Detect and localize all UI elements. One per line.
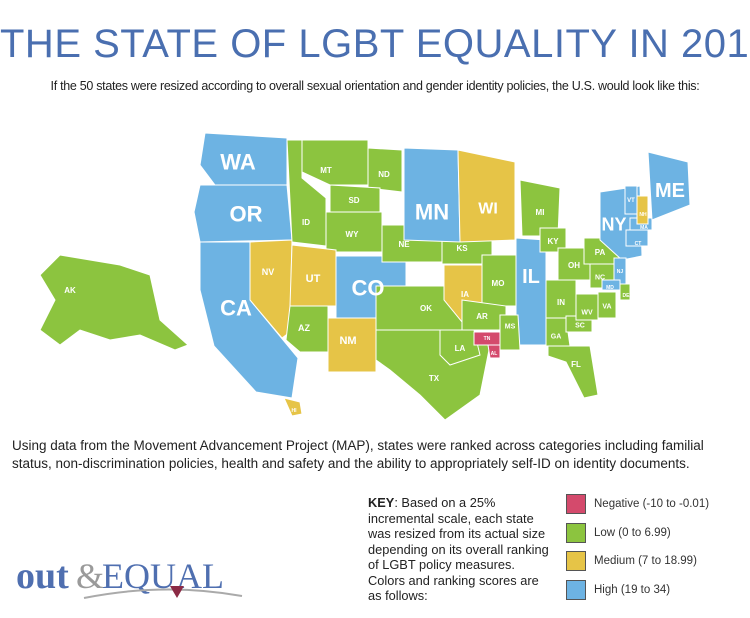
state-label-nj: NJ	[617, 269, 624, 275]
svg-text:out: out	[16, 555, 69, 597]
legend-swatch	[566, 551, 586, 571]
state-label-sc: SC	[575, 322, 585, 329]
state-nm	[327, 317, 377, 373]
state-label-ms: MS	[505, 323, 516, 330]
state-label-me: ME	[655, 180, 685, 202]
state-de	[619, 283, 631, 301]
legend-swatch	[566, 522, 586, 543]
state-label-md: MD	[606, 285, 614, 291]
page-title: THE STATE OF LGBT EQUALITY IN 2016	[0, 22, 750, 66]
state-label-ar: AR	[476, 312, 488, 321]
legend-swatch	[566, 579, 586, 600]
state-la	[439, 329, 481, 366]
svg-text:&: &	[76, 556, 104, 596]
state-al	[487, 344, 501, 359]
state-label-ks: KS	[456, 244, 468, 253]
legend-swatch	[566, 494, 586, 514]
state-wv	[575, 293, 599, 321]
out-and-equal-logo: out & EQUAL	[16, 555, 243, 599]
state-label-va: VA	[602, 303, 611, 310]
state-label-mt: MT	[320, 166, 332, 175]
description: Using data from the Movement Advancement…	[12, 438, 704, 471]
state-ak	[39, 254, 189, 351]
state-label-mi: MI	[536, 208, 545, 217]
state-label-wa: WA	[220, 150, 256, 175]
key-explanation: KEY: Based on a 25% incremental scale, e…	[368, 495, 554, 604]
us-resized-map: WA OR CA NV ID MT ND SD WY UT AZ CO NM NE KS OK TX MN IA MO…	[39, 132, 691, 421]
state-mt	[301, 139, 369, 186]
state-label-al: AL	[491, 351, 498, 357]
subtitle: If the 50 states were resized according …	[50, 79, 700, 93]
state-label-ne: NE	[398, 240, 410, 249]
legend-item-low: Low (0 to 6.99)	[566, 522, 746, 543]
state-label-ca: CA	[220, 296, 252, 321]
state-label-de: DE	[623, 293, 631, 299]
state-label-nc: NC	[595, 274, 605, 281]
state-label-tn: TN	[484, 336, 491, 342]
legend-label: High (19 to 34)	[594, 583, 671, 596]
legend-label: Negative (-10 to -0.01)	[594, 498, 710, 510]
state-label-ky: KY	[547, 237, 559, 246]
state-label-fl: FL	[571, 360, 581, 369]
state-label-nh: NH	[639, 212, 647, 218]
state-label-id: ID	[302, 218, 310, 227]
state-label-ma: MA	[640, 225, 648, 231]
state-label-co: CO	[352, 276, 385, 301]
state-label-ak: AK	[64, 286, 76, 295]
state-label-ct: CT	[635, 241, 642, 247]
state-label-nm: NM	[339, 335, 356, 347]
state-label-tx: TX	[429, 374, 440, 383]
key-label: KEY	[368, 495, 395, 510]
state-label-wv: WV	[581, 309, 593, 316]
state-label-ny: NY	[601, 214, 626, 234]
state-label-wi: WI	[478, 201, 498, 218]
state-label-il: IL	[522, 266, 540, 288]
state-label-mo: MO	[492, 279, 505, 288]
state-wi	[457, 149, 516, 243]
state-ms	[499, 314, 521, 351]
state-label-ok: OK	[420, 304, 432, 313]
state-mn	[403, 147, 461, 243]
state-label-or: OR	[230, 202, 263, 227]
state-label-wy: WY	[346, 230, 360, 239]
state-label-vt: VT	[627, 198, 635, 204]
state-label-nv: NV	[262, 267, 275, 277]
state-label-sd: SD	[348, 196, 359, 205]
state-nd	[367, 147, 403, 193]
state-label-hi: HI	[292, 408, 298, 414]
legend-label: Medium (7 to 18.99)	[594, 555, 697, 567]
state-label-pa: PA	[595, 248, 606, 257]
key-text: : Based on a 25% incremental scale, each…	[368, 495, 549, 603]
legend-item-negative: Negative (-10 to -0.01)	[566, 494, 746, 514]
state-label-az: AZ	[298, 323, 310, 333]
state-nv	[249, 239, 293, 339]
legend-label: Low (0 to 6.99)	[594, 526, 671, 539]
state-or	[193, 184, 293, 243]
state-label-in: IN	[557, 298, 565, 307]
state-label-oh: OH	[568, 261, 580, 270]
state-label-ga: GA	[551, 333, 562, 340]
legend: Negative (-10 to -0.01) Low (0 to 6.99) …	[566, 494, 746, 608]
legend-item-high: High (19 to 34)	[566, 579, 746, 600]
legend-item-medium: Medium (7 to 18.99)	[566, 551, 746, 571]
state-il	[515, 237, 547, 346]
state-nh	[636, 195, 649, 225]
state-label-nd: ND	[378, 170, 390, 179]
state-label-ia: IA	[461, 290, 469, 299]
state-label-la: LA	[455, 344, 466, 353]
state-label-mn: MN	[415, 200, 449, 225]
state-hi	[283, 397, 303, 417]
state-me	[647, 151, 691, 221]
state-label-ut: UT	[306, 273, 321, 285]
state-az	[285, 305, 329, 353]
state-fl	[547, 345, 599, 399]
